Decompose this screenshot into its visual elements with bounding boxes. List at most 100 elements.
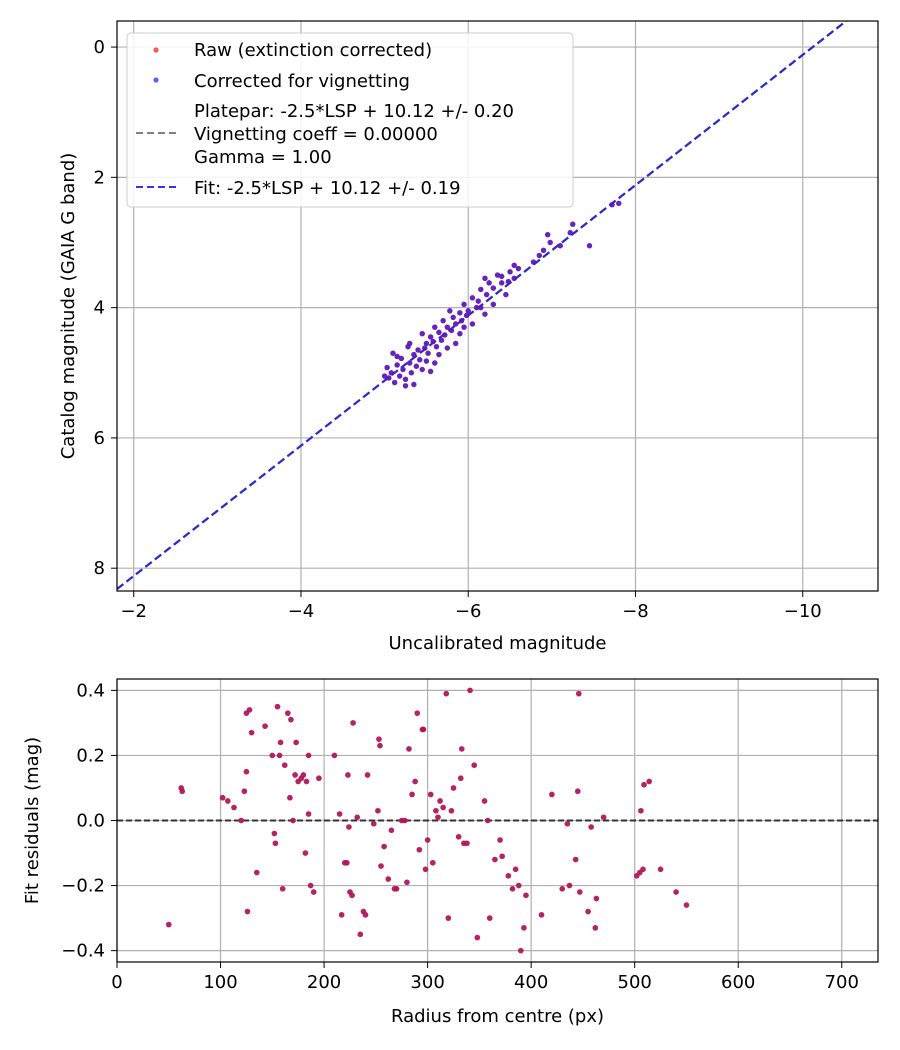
corrected-point [400,366,406,373]
corrected-point [419,366,425,373]
residual-point [437,798,443,804]
corrected-point [391,379,398,386]
residual-point [443,690,450,697]
bottom-y-tick-label: 0.2 [76,745,105,766]
corrected-point [498,280,505,286]
bottom-x-tick-label: 500 [618,972,652,993]
corrected-point [457,310,463,316]
corrected-point [463,312,470,319]
corrected-point [394,362,400,368]
corrected-point [511,275,517,282]
residual-point [409,791,415,798]
residual-point [287,794,293,801]
residual-point [402,817,408,824]
corrected-point [609,202,615,208]
residual-point [285,710,291,716]
residuals-plot: 0 100 200 300 400 500 600 7000.40.20.0−0.2−0.4 … [22,678,879,1027]
corrected-point [433,344,440,350]
residual-point [564,820,571,827]
top-x-tick-label: −8 [622,601,649,622]
bottom-x-tick-label: 100 [203,972,237,993]
legend-label-vignetting: Vignetting coeff = 0.00000 [194,124,438,145]
corrected-point [432,360,438,366]
corrected-point [436,329,442,336]
corrected-point [427,334,434,340]
residual-point [336,811,343,817]
corrected-point [381,373,388,379]
residual-point [492,856,498,863]
residual-point [354,814,361,821]
bottom-x-tick-label: 400 [514,972,548,993]
corrected-point [417,357,423,363]
corrected-point [406,340,413,347]
corrected-point [448,327,455,334]
corrected-point [616,200,622,207]
top-axes-frame [116,20,879,592]
corrected-point [536,252,543,259]
residual-point [424,837,431,843]
residual-point [346,824,352,830]
residual-point [300,772,307,778]
corrected-point [465,308,471,314]
corrected-point [482,275,488,282]
corrected-point [384,364,390,371]
residual-point [566,882,573,889]
residual-point [375,807,381,814]
corrected-point [440,317,446,324]
residual-point [305,752,312,759]
residual-point [331,752,338,759]
residual-point [224,798,231,804]
residual-point [238,817,245,824]
legend-marker-corrected [153,77,159,83]
residual-point [592,925,599,931]
residual-point [165,921,172,928]
corrected-point [461,301,467,308]
residual-point [338,912,345,918]
bottom-x-tick-label: 200 [307,972,341,993]
residual-point [683,902,690,908]
corrected-point [427,368,434,375]
residual-point [588,824,595,830]
residual-point [404,879,410,886]
residual-point [646,778,652,785]
residual-point [288,716,294,723]
legend-label-platepar: Platepar: -2.5*LSP + 10.12 +/- 0.20 [194,101,514,122]
bottom-y-axis-label: Fit residuals (mag) [22,737,43,904]
corrected-point [402,376,409,382]
corrected-point [547,239,553,246]
top-fit-lines [117,21,849,590]
residual-point [521,925,527,931]
residual-point [559,886,566,892]
residual-point [486,915,493,921]
top-y-tick-label: 4 [94,298,105,319]
corrected-point [478,286,484,293]
residual-point [640,866,646,873]
corrected-point [469,321,476,327]
residual-point [572,856,579,863]
corrected-point [419,330,425,337]
corrected-point [394,353,400,360]
corrected-point [530,259,537,265]
residual-point [574,788,581,795]
residual-point [448,807,455,814]
residual-point [450,785,457,791]
corrected-point [413,363,420,369]
corrected-point [490,301,497,308]
residual-point [474,934,481,941]
residual-point [435,814,441,821]
residual-point [638,807,644,814]
residual-point [305,811,312,817]
top-y-axis-label: Catalog magnitude (GAIA G band) [58,153,79,460]
top-x-tick-label: −6 [455,601,482,622]
residual-point [515,882,522,889]
residual-point [303,778,310,785]
corrected-point [423,340,430,347]
residual-point [253,869,260,876]
residual-point [585,908,591,915]
residual-point [357,931,364,938]
residual-point [345,772,351,778]
corrected-point [444,324,451,330]
residual-point [244,908,251,915]
corrected-point [422,345,428,351]
